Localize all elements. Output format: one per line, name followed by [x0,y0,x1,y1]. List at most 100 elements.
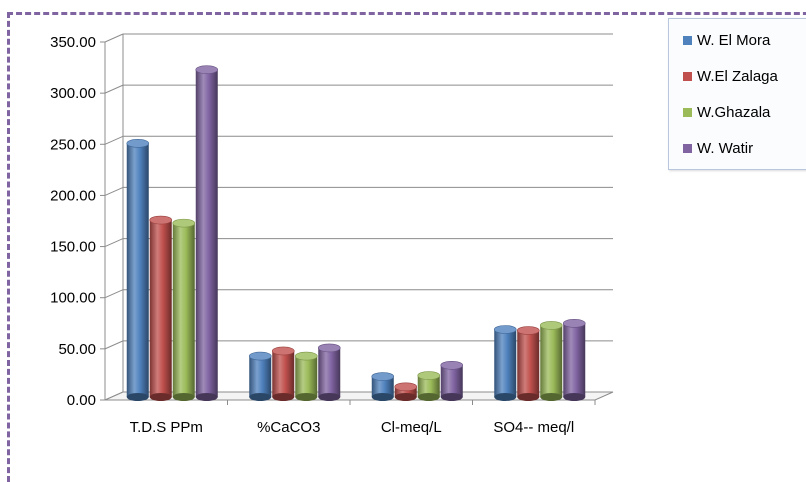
bar-top [539,321,563,330]
y-tick-label: 200.00 [50,187,96,204]
bar [195,65,219,401]
bar-top [562,319,586,328]
bar-top [126,139,150,148]
legend: W. El Mora W.El Zalaga W.Ghazala W. Watir [668,18,806,170]
bar-body [440,365,463,397]
bar [294,351,318,401]
bar-chart: 0.00 50.00 100.00 150.00 200.00 250.00 300.00 3… [50,33,614,436]
bar-body [272,350,295,397]
legend-swatch [683,143,692,153]
bar [317,343,341,401]
bar-body [295,356,318,397]
grid-line-depth [104,340,124,350]
x-tick-label: Cl-meq/L [381,419,442,436]
bar [562,319,586,401]
bar-base [494,393,517,401]
legend-label: W.El Zalaga [697,67,778,85]
bar-base [563,393,586,401]
bar-top [248,351,272,361]
chart-dashed-border [7,12,806,482]
bar-body [494,329,517,397]
grid-line-depth [104,135,124,145]
bar-body [195,69,218,397]
bar-top [516,326,540,335]
bar-base [126,393,149,401]
x-tick-label: SO4-- meq/l [493,419,574,436]
bar-body [517,330,540,397]
bar-top [440,360,464,370]
bar [394,382,418,401]
bar-base [517,393,540,401]
bar-top [317,343,341,353]
bar-base [272,393,295,401]
bar-base [318,393,341,401]
bar [539,321,563,401]
bar [271,346,295,401]
y-tick-label: 350.00 [50,34,96,51]
bar-top [371,372,395,381]
bar-top [294,351,318,361]
legend-label: W.Ghazala [697,103,771,121]
bar-top [172,218,196,228]
bar-base [540,393,563,401]
bar [126,139,150,401]
bar-base [249,393,272,401]
bar [149,215,173,401]
x-tick-label: %CaCO3 [257,419,320,436]
bar [440,360,464,401]
bar-body [540,325,563,397]
grid-line-depth [104,289,124,299]
bar-top [271,346,295,356]
bar-base [149,393,172,401]
bar-body [563,323,586,397]
grid-line-depth [104,84,124,94]
legend-label: W. El Mora [697,31,771,49]
bar-base [394,393,417,401]
bar-base [172,393,195,401]
bar-top [493,325,517,334]
bar [493,325,517,401]
bar-body [126,143,149,397]
bar-base [371,393,394,401]
bars [126,65,586,401]
bar-base [440,393,463,401]
bar-top [394,382,418,392]
bar-body [417,375,440,397]
grid-line-depth [104,33,124,43]
legend-item: W.El Zalaga [683,65,778,87]
legend-swatch [683,107,692,117]
bar-top [149,215,173,225]
grid-line-depth [104,186,124,196]
bar-body [249,356,272,397]
chart-root: 0.00 50.00 100.00 150.00 200.00 250.00 300.00 3… [7,12,806,482]
y-tick-label: 300.00 [50,85,96,102]
legend-item: W. Watir [683,137,753,159]
bar-base [195,393,218,401]
grid-line-depth [104,238,124,248]
bar [371,372,395,401]
y-tick-label: 0.00 [67,392,96,409]
bar [248,351,272,401]
bar-body [318,347,341,397]
bar [417,371,441,401]
y-tick-label: 100.00 [50,290,96,307]
axes [100,34,614,405]
bar-top [195,65,219,74]
bar-body [172,223,195,397]
bar-body [371,376,394,397]
bar-base [295,393,318,401]
legend-item: W.Ghazala [683,101,770,123]
bar-body [149,220,172,397]
y-tick-label: 50.00 [58,341,96,358]
legend-label: W. Watir [697,139,754,157]
bar-base [417,393,440,401]
bar-top [417,371,441,380]
y-tick-label: 250.00 [50,136,96,153]
axis-labels: 0.00 50.00 100.00 150.00 200.00 250.00 300.00 3… [50,34,574,436]
bar-body [394,386,417,397]
legend-swatch [683,35,692,45]
y-tick-label: 150.00 [50,239,96,256]
legend-swatch [683,71,692,81]
legend-item: W. El Mora [683,29,770,51]
x-tick-label: T.D.S PPm [130,419,203,436]
